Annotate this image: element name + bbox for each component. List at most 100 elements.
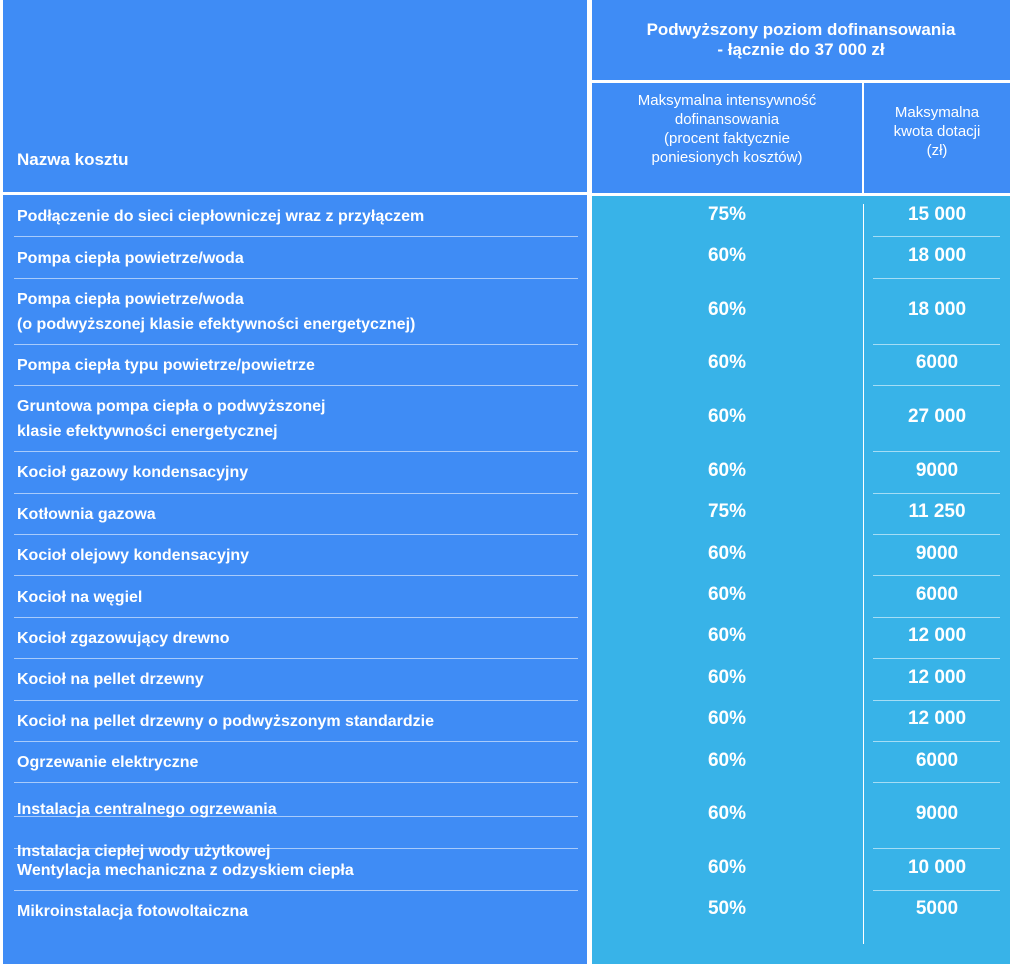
amount-value: 9000 bbox=[915, 803, 959, 825]
cost-name-line: Kocioł na pellet drzewny bbox=[17, 671, 204, 689]
row-divider bbox=[14, 848, 578, 850]
amount-row-divider bbox=[873, 616, 1000, 618]
cost-name: Kotłownia gazowa bbox=[17, 502, 577, 527]
table-row: Kocioł zgazowujący drewno 60% 12 000 bbox=[0, 618, 1010, 660]
header-divider bbox=[3, 192, 587, 195]
row-divider bbox=[14, 277, 578, 279]
intensity-value: 60% bbox=[707, 708, 747, 730]
cost-name-line: Mikroinstalacja fotowoltaiczna bbox=[17, 902, 249, 920]
amount-value: 9000 bbox=[915, 459, 959, 481]
cost-name: Ogrzewanie elektryczne bbox=[17, 750, 577, 775]
amount-value: 9000 bbox=[915, 542, 959, 564]
amount-row-divider bbox=[873, 782, 1000, 784]
cost-name: Kocioł na węgiel bbox=[17, 585, 577, 610]
cost-name-line: Gruntowa pompa ciepła o podwyższonej bbox=[17, 398, 326, 416]
row-divider bbox=[14, 492, 578, 494]
amount-value: 12 000 bbox=[907, 666, 967, 688]
amount-value: 10 000 bbox=[907, 857, 967, 879]
cost-name-line: Wentylacja mechaniczna z odzyskiem ciepł… bbox=[17, 861, 354, 879]
row-divider bbox=[14, 343, 578, 345]
amount-row-divider bbox=[873, 848, 1000, 850]
row-divider bbox=[14, 451, 578, 453]
table-row: Instalacja centralnego ogrzewania Instala… bbox=[0, 783, 1010, 860]
values-body bbox=[592, 196, 1010, 964]
cost-name: Instalacja centralnego ogrzewania Instala… bbox=[17, 789, 577, 873]
intensity-value: 50% bbox=[707, 898, 747, 920]
cost-name-line: Ogrzewanie elektryczne bbox=[17, 754, 199, 772]
cost-name-line: Instalacja centralnego ogrzewania bbox=[17, 801, 277, 819]
intensity-value: 60% bbox=[707, 542, 747, 564]
intensity-value: 60% bbox=[707, 406, 747, 428]
funding-level-header: Podwyższony poziom dofinansowania - łącz… bbox=[592, 0, 1010, 193]
funding-level-divider bbox=[592, 80, 1010, 83]
cost-name: Wentylacja mechaniczna z odzyskiem ciepł… bbox=[17, 858, 577, 883]
intensity-value: 60% bbox=[707, 749, 747, 771]
cost-name-line: Kotłownia gazowa bbox=[17, 505, 156, 523]
amount-value: 6000 bbox=[915, 749, 959, 771]
amount-row-divider bbox=[873, 575, 1000, 577]
cost-name: Kocioł na pellet drzewny bbox=[17, 667, 577, 692]
row-divider bbox=[14, 889, 578, 891]
intensity-header-line: poniesionych kosztów) bbox=[651, 149, 803, 166]
cost-name: Pompa ciepła typu powietrze/powietrze bbox=[17, 353, 577, 378]
table-row: Pompa ciepła typu powietrze/powietrze 60%… bbox=[0, 345, 1010, 387]
amount-value: 15 000 bbox=[907, 203, 967, 225]
amount-value: 6000 bbox=[915, 584, 959, 606]
cost-name: Kocioł na pellet drzewny o podwyższonym … bbox=[17, 709, 577, 734]
cost-name-column: Nazwa kosztu bbox=[3, 0, 587, 964]
intensity-value: 75% bbox=[707, 203, 747, 225]
cost-name-line: Kocioł na pellet drzewny o podwyższonym … bbox=[17, 712, 434, 730]
cost-name: Kocioł gazowy kondensacyjny bbox=[17, 460, 577, 485]
table-row: Ogrzewanie elektryczne 60% 6000 bbox=[0, 742, 1010, 784]
amount-header-line: (zł) bbox=[926, 142, 948, 159]
intensity-value: 60% bbox=[707, 857, 747, 879]
row-divider bbox=[14, 740, 578, 742]
cost-name-line: Kocioł zgazowujący drewno bbox=[17, 629, 230, 647]
cost-name-line: Pompa ciepła typu powietrze/powietrze bbox=[17, 356, 315, 374]
intensity-column-header: Maksymalna intensywność dofinansowania (… bbox=[592, 83, 862, 193]
amount-header-line: kwota dotacji bbox=[893, 123, 981, 140]
table-row: Wentylacja mechaniczna z odzyskiem ciepł… bbox=[0, 849, 1010, 891]
amount-row-divider bbox=[873, 451, 1000, 453]
intensity-header-line: Maksymalna intensywność bbox=[637, 92, 817, 109]
table-row: Kocioł olejowy kondensacyjny 60% 9000 bbox=[0, 535, 1010, 577]
intensity-header-line: (procent faktycznie bbox=[664, 130, 790, 147]
intensity-value: 60% bbox=[707, 245, 747, 267]
amount-row-divider bbox=[873, 889, 1000, 891]
cost-name-line: Podłączenie do sieci ciepłowniczej wraz … bbox=[17, 208, 425, 226]
row-divider bbox=[14, 236, 578, 238]
row-divider bbox=[14, 816, 578, 818]
amount-row-divider bbox=[873, 277, 1000, 279]
table-row: Kocioł na węgiel 60% 6000 bbox=[0, 576, 1010, 618]
amount-row-divider bbox=[873, 385, 1000, 387]
table-row: Podłączenie do sieci ciepłowniczej wraz … bbox=[0, 196, 1010, 238]
intensity-value: 60% bbox=[707, 666, 747, 688]
cost-name: Kocioł zgazowujący drewno bbox=[17, 626, 577, 651]
table-row: Gruntowa pompa ciepła o podwyższonej klas… bbox=[0, 386, 1010, 453]
cost-name-line: klasie efektywności energetycznej bbox=[17, 423, 278, 441]
cost-name: Pompa ciepła powietrze/woda bbox=[17, 246, 577, 271]
cost-name-line: Kocioł gazowy kondensacyjny bbox=[17, 464, 249, 482]
table-row: Kocioł na pellet drzewny 60% 12 000 bbox=[0, 659, 1010, 701]
amount-row-divider bbox=[873, 533, 1000, 535]
amount-value: 12 000 bbox=[907, 708, 967, 730]
cost-name-line: Pompa ciepła powietrze/woda bbox=[17, 249, 244, 267]
row-divider bbox=[14, 533, 578, 535]
amount-header-line: Maksymalna bbox=[894, 104, 980, 121]
intensity-value: 60% bbox=[707, 352, 747, 374]
funding-level-title-line-2: - łącznie do 37 000 zł bbox=[717, 40, 885, 59]
table-row: Mikroinstalacja fotowoltaiczna 50% 5000 bbox=[0, 891, 1010, 932]
funding-level-title-line-1: Podwyższony poziom dofinansowania bbox=[646, 20, 956, 39]
cost-name: Pompa ciepła powietrze/woda (o podwyższon… bbox=[17, 287, 577, 337]
amount-row-divider bbox=[873, 343, 1000, 345]
intensity-value: 60% bbox=[707, 625, 747, 647]
cost-name-header-label: Nazwa kosztu bbox=[17, 150, 129, 169]
amount-value: 6000 bbox=[915, 352, 959, 374]
table-row: Pompa ciepła powietrze/woda (o podwyższon… bbox=[0, 279, 1010, 345]
row-divider bbox=[14, 616, 578, 618]
amount-row-divider bbox=[873, 658, 1000, 660]
row-divider bbox=[14, 385, 578, 387]
intensity-header-line: dofinansowania bbox=[674, 111, 780, 128]
cost-name-line: (o podwyższonej klasie efektywności ener… bbox=[17, 315, 416, 333]
